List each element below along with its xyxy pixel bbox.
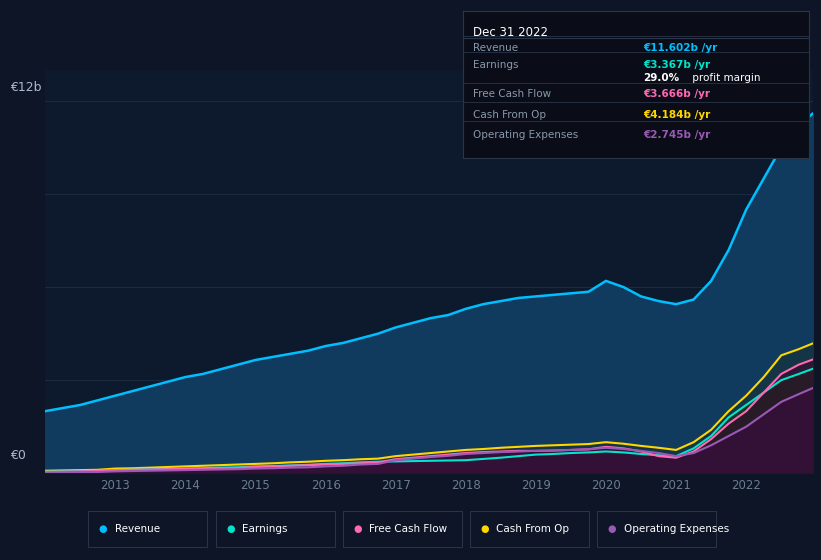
Text: Revenue: Revenue: [474, 44, 519, 53]
Text: Revenue: Revenue: [115, 524, 159, 534]
Text: ●: ●: [226, 524, 235, 534]
Text: ●: ●: [480, 524, 489, 534]
Text: Operating Expenses: Operating Expenses: [474, 130, 579, 140]
Text: €11.602b /yr: €11.602b /yr: [643, 44, 717, 53]
Text: Dec 31 2022: Dec 31 2022: [474, 26, 548, 39]
Text: Operating Expenses: Operating Expenses: [624, 524, 729, 534]
Text: Earnings: Earnings: [241, 524, 287, 534]
Text: €2.745b /yr: €2.745b /yr: [643, 130, 710, 140]
Text: €3.666b /yr: €3.666b /yr: [643, 89, 710, 99]
Text: Cash From Op: Cash From Op: [474, 110, 547, 119]
Text: 29.0%: 29.0%: [643, 73, 679, 83]
Text: Cash From Op: Cash From Op: [496, 524, 569, 534]
Text: ●: ●: [353, 524, 362, 534]
Text: profit margin: profit margin: [690, 73, 761, 83]
Text: ●: ●: [608, 524, 617, 534]
Text: Free Cash Flow: Free Cash Flow: [369, 524, 447, 534]
Text: €4.184b /yr: €4.184b /yr: [643, 110, 710, 119]
Text: Earnings: Earnings: [474, 59, 519, 69]
Text: €0: €0: [10, 449, 25, 462]
Text: €3.367b /yr: €3.367b /yr: [643, 59, 710, 69]
Text: Free Cash Flow: Free Cash Flow: [474, 89, 552, 99]
Text: ●: ●: [99, 524, 108, 534]
Text: €12b: €12b: [10, 81, 41, 94]
